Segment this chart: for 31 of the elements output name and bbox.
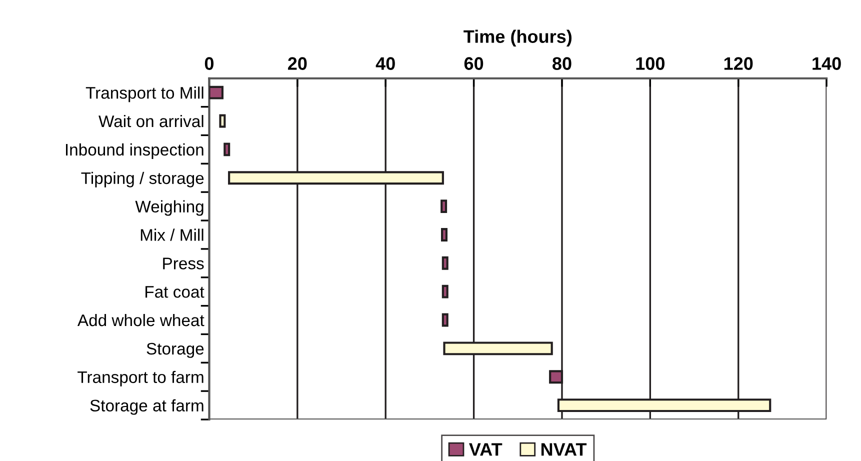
bar <box>209 86 224 100</box>
y-tick-label: Tipping / storage <box>81 172 204 188</box>
x-tick-label: 0 <box>204 57 214 70</box>
bar <box>224 142 230 156</box>
bar <box>441 228 448 242</box>
bar <box>440 200 448 214</box>
legend-label: VAT <box>469 443 502 456</box>
x-tick-label: 40 <box>376 57 395 70</box>
x-tick-label: 120 <box>724 57 753 70</box>
bar <box>219 114 226 128</box>
y-tick-label: Wait on arrival <box>98 114 204 128</box>
y-tick-label: Transport to farm <box>78 370 204 386</box>
bar <box>442 284 448 298</box>
x-tick-label: 140 <box>812 57 841 70</box>
y-tick-label: Storage <box>146 342 204 358</box>
y-tick-label: Weighing <box>135 200 204 216</box>
x-axis-title: Time (hours) <box>464 30 572 47</box>
x-tick-label: 100 <box>636 57 664 70</box>
legend-label: NVAT <box>541 443 587 456</box>
y-tick-label: Storage at farm <box>90 399 204 415</box>
y-tick-label: Transport to Mill <box>86 86 204 102</box>
bar <box>442 256 448 270</box>
x-tick-label: 20 <box>288 57 307 70</box>
y-tick-label: Add whole wheat <box>77 314 204 326</box>
x-tick-label: 80 <box>552 57 572 70</box>
y-tick-label: Mix / Mill <box>140 228 204 241</box>
y-tick-label: Fat coat <box>146 286 204 298</box>
y-tick-label: Inbound inspection <box>66 143 204 159</box>
bar <box>442 313 448 327</box>
x-tick-label: 60 <box>464 57 484 70</box>
y-tick-label: Press <box>163 258 204 270</box>
